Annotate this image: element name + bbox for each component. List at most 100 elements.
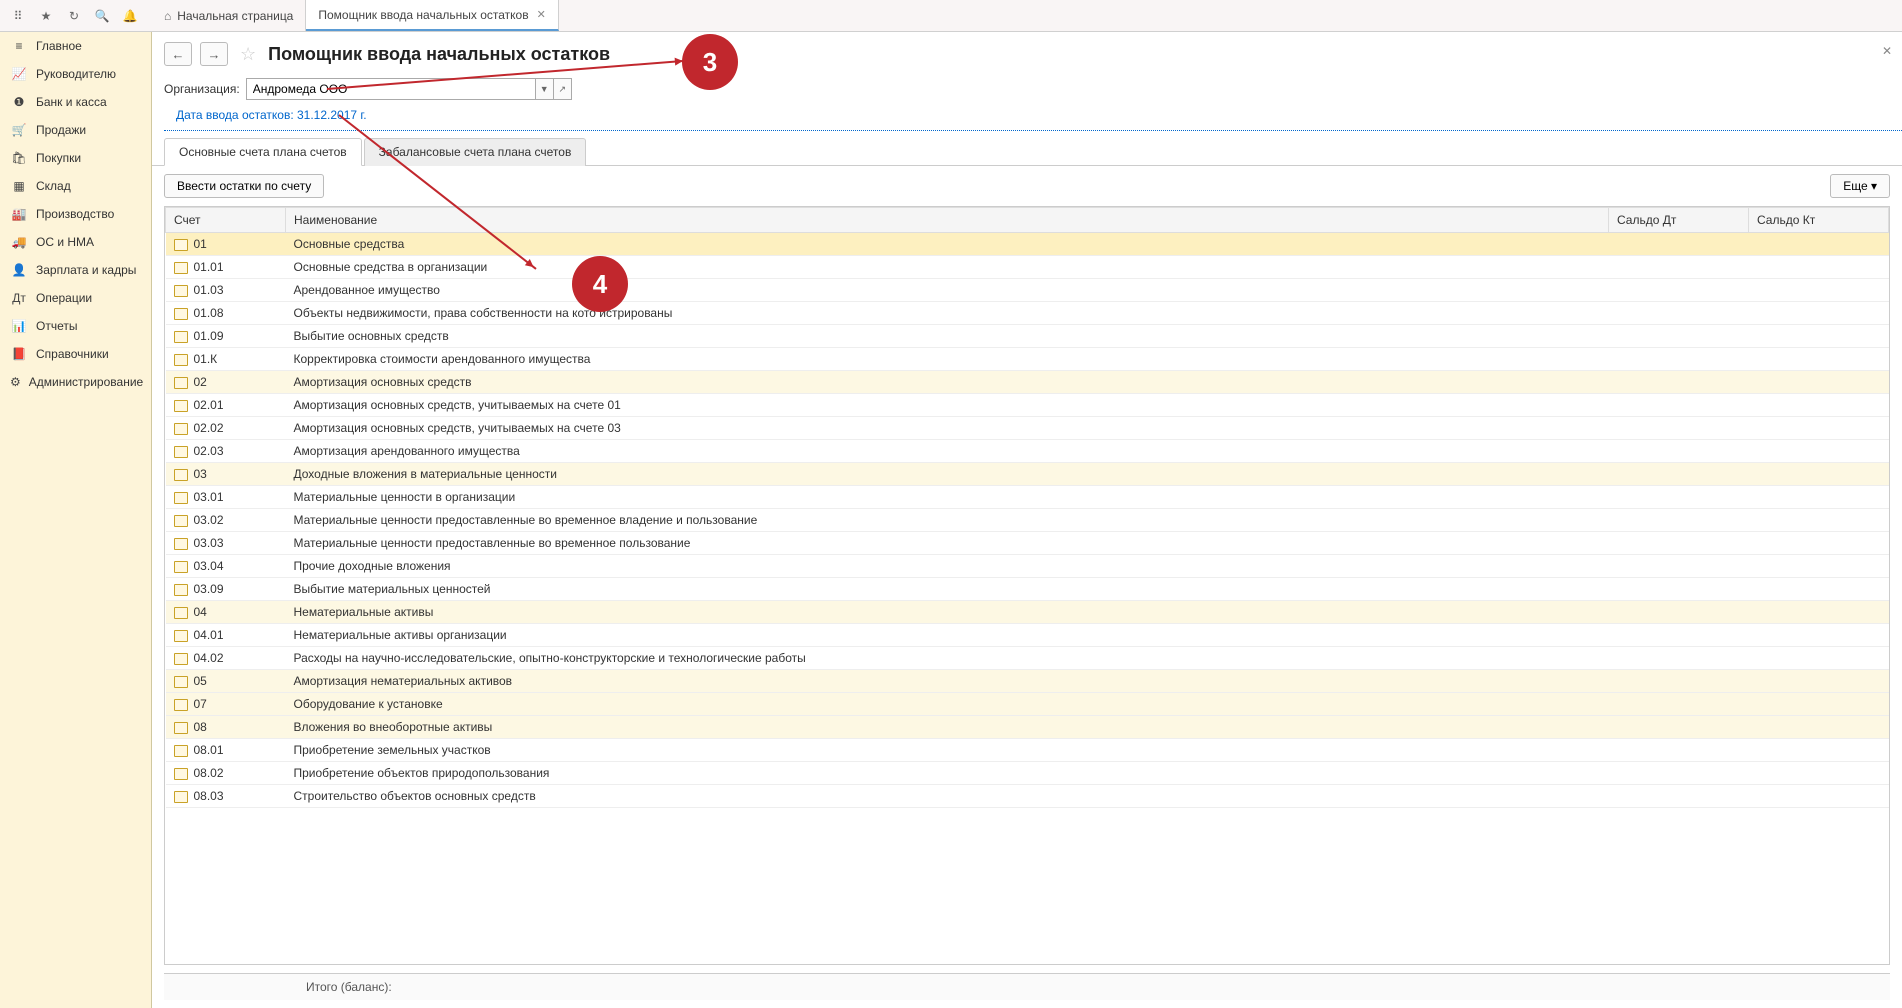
account-icon [174, 745, 188, 757]
star-icon[interactable]: ★ [32, 2, 60, 30]
sidebar-item-label: Главное [36, 39, 82, 53]
table-row[interactable]: 08.03Строительство объектов основных сре… [166, 785, 1889, 808]
sidebar-item-label: Зарплата и кадры [36, 263, 136, 277]
account-icon [174, 446, 188, 458]
account-icon [174, 308, 188, 320]
table-row[interactable]: 04.02Расходы на научно-исследовательские… [166, 647, 1889, 670]
tab-main-accounts[interactable]: Основные счета плана счетов [164, 138, 362, 166]
search-icon[interactable]: 🔍 [88, 2, 116, 30]
account-icon [174, 469, 188, 481]
sidebar: ≡Главное 📈 Руководителю ❶ Банк и касса 🛒Прода… [0, 32, 152, 1008]
table-row[interactable]: 03.09Выбытие материальных ценностей [166, 578, 1889, 601]
table-row[interactable]: 01.03Арендованное имущество [166, 279, 1889, 302]
org-dropdown-button[interactable]: ▼ [536, 78, 554, 100]
sidebar-item-label: Операции [36, 291, 92, 305]
table-row[interactable]: 02.02Амортизация основных средств, учиты… [166, 417, 1889, 440]
tab-home[interactable]: ⌂ Начальная страница [152, 0, 306, 31]
table-row[interactable]: 02.03Амортизация арендованного имущества [166, 440, 1889, 463]
account-icon [174, 653, 188, 665]
favorite-icon[interactable]: ☆ [240, 44, 256, 65]
sidebar-item-2[interactable]: ❶ Банк и касса [0, 88, 151, 116]
sidebar-item-label: Склад [36, 179, 71, 193]
sidebar-item-label: Администрирование [29, 375, 143, 389]
col-saldo-dt[interactable]: Сальдо Дт [1609, 208, 1749, 233]
sidebar-item-11[interactable]: 📕Справочники [0, 340, 151, 368]
org-open-button[interactable]: ↗ [554, 78, 572, 100]
table-row[interactable]: 02Амортизация основных средств [166, 371, 1889, 394]
sidebar-item-label: Руководителю [36, 67, 116, 81]
close-icon[interactable]: ✕ [537, 8, 546, 21]
col-account[interactable]: Счет [166, 208, 286, 233]
table-row[interactable]: 03.02Материальные ценности предоставленн… [166, 509, 1889, 532]
bell-icon[interactable]: 🔔 [116, 2, 144, 30]
sidebar-icon: ▦ [10, 179, 28, 193]
table-row[interactable]: 01.ККорректировка стоимости арендованног… [166, 348, 1889, 371]
content: ✕ ← → ☆ Помощник ввода начальных остатко… [152, 32, 1902, 1008]
sidebar-item-5[interactable]: ▦ Склад [0, 172, 151, 200]
tab-assistant[interactable]: Помощник ввода начальных остатков ✕ [306, 0, 558, 31]
sidebar-item-label: ОС и НМА [36, 235, 94, 249]
sidebar-item-10[interactable]: 📊Отчеты [0, 312, 151, 340]
account-icon [174, 676, 188, 688]
enter-balances-button[interactable]: Ввести остатки по счету [164, 174, 324, 198]
sidebar-icon: 📈 [10, 67, 28, 81]
account-icon [174, 791, 188, 803]
account-icon [174, 722, 188, 734]
sidebar-icon: 📊 [10, 319, 28, 333]
apps-icon[interactable]: ⠿ [4, 2, 32, 30]
account-icon [174, 400, 188, 412]
sidebar-item-3[interactable]: 🛒Продажи [0, 116, 151, 144]
table-row[interactable]: 01Основные средства [166, 233, 1889, 256]
table-row[interactable]: 03Доходные вложения в материальные ценно… [166, 463, 1889, 486]
account-icon [174, 561, 188, 573]
table-row[interactable]: 07Оборудование к установке [166, 693, 1889, 716]
sidebar-item-0[interactable]: ≡Главное [0, 32, 151, 60]
table-row[interactable]: 04Нематериальные активы [166, 601, 1889, 624]
table-row[interactable]: 03.03Материальные ценности предоставленн… [166, 532, 1889, 555]
top-toolbar: ⠿ ★ ↻ 🔍 🔔 ⌂ Начальная страница Помощник … [0, 0, 1902, 32]
sidebar-item-label: Справочники [36, 347, 109, 361]
sidebar-item-label: Производство [36, 207, 114, 221]
account-icon [174, 492, 188, 504]
sidebar-item-4[interactable]: 🛍Покупки [0, 144, 151, 172]
history-icon[interactable]: ↻ [60, 2, 88, 30]
callout-4: 4 [572, 256, 628, 312]
sidebar-item-6[interactable]: 🏭Производство [0, 200, 151, 228]
sidebar-item-9[interactable]: Дт Операции [0, 284, 151, 312]
date-link[interactable]: Дата ввода остатков: 31.12.2017 г. [164, 104, 1902, 131]
table-row[interactable]: 02.01Амортизация основных средств, учиты… [166, 394, 1889, 417]
account-icon [174, 354, 188, 366]
sidebar-icon: ⚙ [10, 375, 21, 389]
table-row[interactable]: 04.01Нематериальные активы организации [166, 624, 1889, 647]
org-input[interactable] [246, 78, 536, 100]
table-row[interactable]: 01.08Объекты недвижимости, права собстве… [166, 302, 1889, 325]
table-row[interactable]: 08.01Приобретение земельных участков [166, 739, 1889, 762]
close-page-icon[interactable]: ✕ [1882, 44, 1892, 58]
org-label: Организация: [164, 82, 240, 96]
sidebar-item-7[interactable]: 🚚 ОС и НМА [0, 228, 151, 256]
account-icon [174, 538, 188, 550]
col-saldo-kt[interactable]: Сальдо Кт [1749, 208, 1889, 233]
sidebar-item-label: Банк и касса [36, 95, 107, 109]
table-row[interactable]: 05Амортизация нематериальных активов [166, 670, 1889, 693]
forward-button[interactable]: → [200, 42, 228, 66]
sidebar-icon: 🚚 [10, 235, 28, 249]
callout-3: 3 [682, 34, 738, 90]
table-row[interactable]: 08.02Приобретение объектов природопользо… [166, 762, 1889, 785]
table-row[interactable]: 03.04Прочие доходные вложения [166, 555, 1889, 578]
footer-total: Итого (баланс): [164, 973, 1890, 1000]
sidebar-item-8[interactable]: 👤Зарплата и кадры [0, 256, 151, 284]
table-row[interactable]: 01.09Выбытие основных средств [166, 325, 1889, 348]
table-row[interactable]: 03.01Материальные ценности в организации [166, 486, 1889, 509]
sidebar-icon: Дт [10, 291, 28, 305]
sidebar-item-12[interactable]: ⚙ Администрирование [0, 368, 151, 396]
more-button[interactable]: Еще ▾ [1830, 174, 1890, 198]
sidebar-item-1[interactable]: 📈 Руководителю [0, 60, 151, 88]
table-row[interactable]: 01.01Основные средства в организации [166, 256, 1889, 279]
sidebar-icon: ❶ [10, 95, 28, 109]
table-row[interactable]: 08Вложения во внеоборотные активы [166, 716, 1889, 739]
account-icon [174, 699, 188, 711]
back-button[interactable]: ← [164, 42, 192, 66]
account-icon [174, 630, 188, 642]
account-icon [174, 768, 188, 780]
